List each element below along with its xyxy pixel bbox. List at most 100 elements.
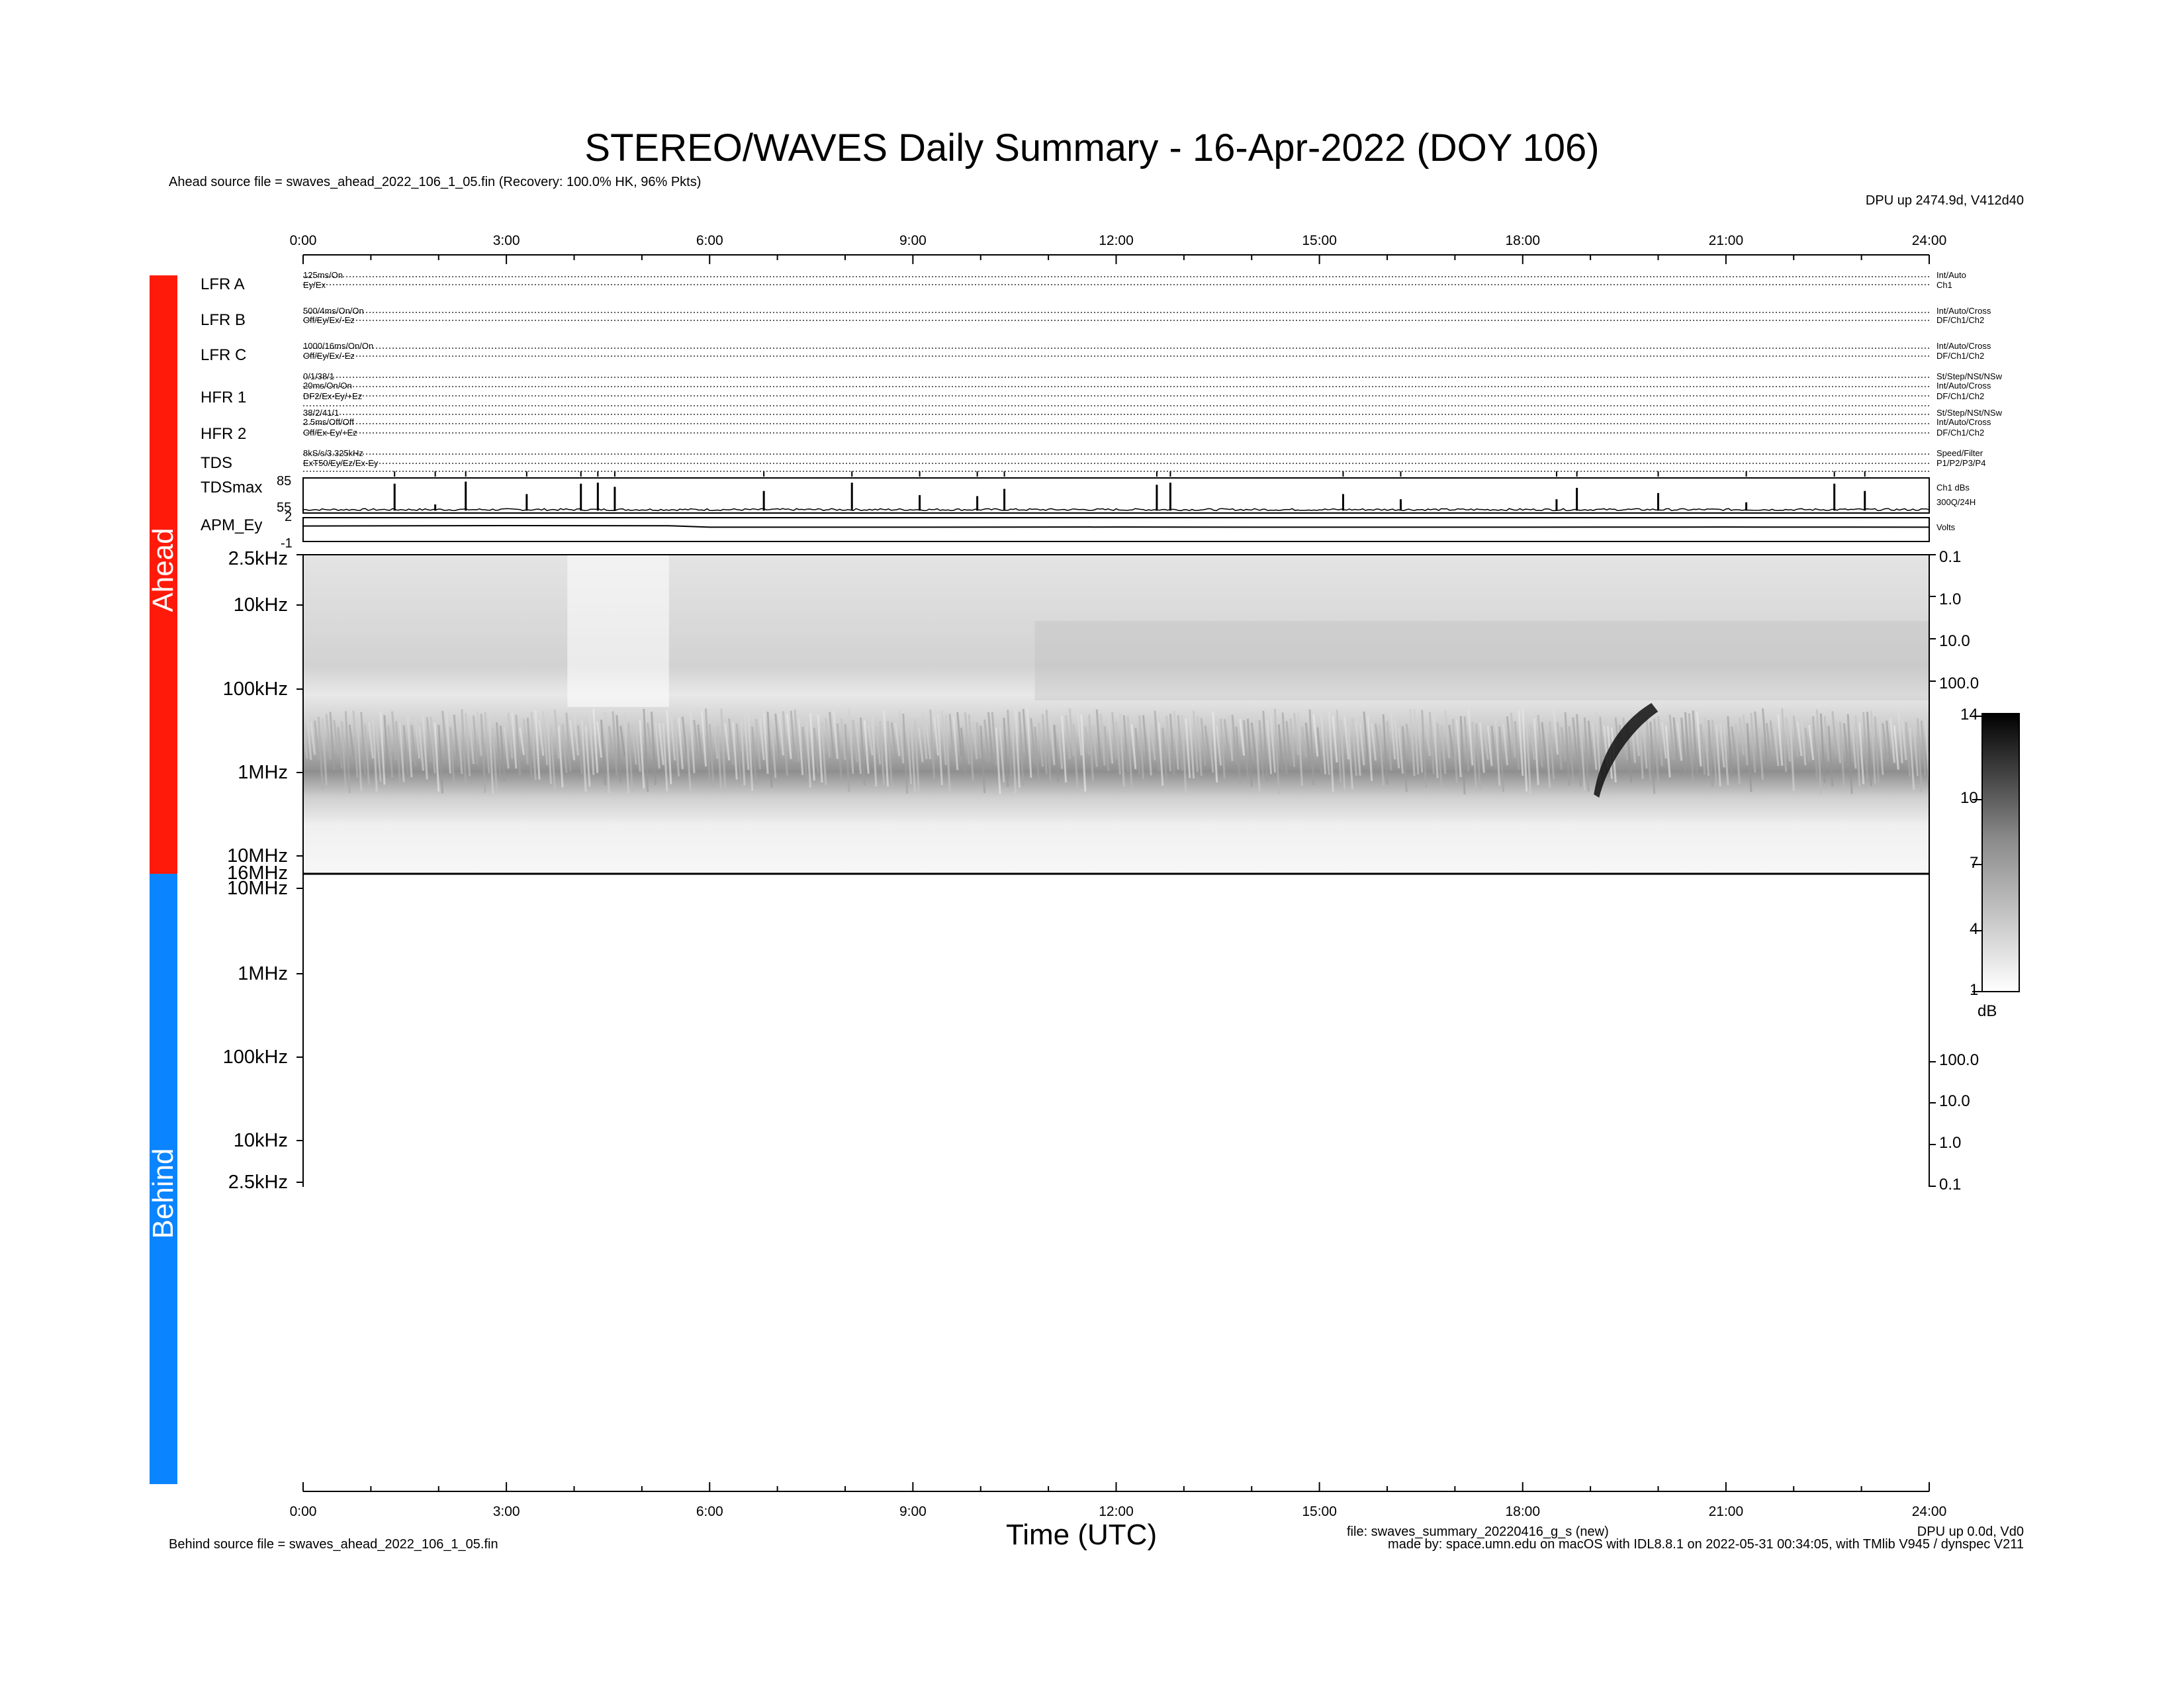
spectrogram-streak: [1901, 718, 1907, 761]
tdsmax-tick-85: 85: [277, 474, 292, 489]
lfr-c-right-2: DF/Ch1/Ch2: [1936, 351, 1985, 361]
spectrogram-streak: [511, 712, 518, 769]
spectrogram-streak: [1169, 714, 1175, 776]
spectrogram-streak: [1788, 710, 1795, 791]
spectrogram-streak: [770, 722, 777, 778]
spectrogram-streak: [1297, 712, 1303, 786]
spectrogram-streak: [1300, 726, 1307, 757]
spectrogram-streak: [352, 710, 359, 778]
hfr-1-setting-3: DF2/Ex-Ey/+Ez: [303, 391, 363, 401]
spectrogram-streak: [1173, 710, 1179, 770]
spectrogram-streak: [1587, 720, 1594, 767]
spectrogram-streak: [1231, 714, 1238, 764]
spectrogram-streak: [898, 710, 905, 764]
spectrogram-streak: [1312, 714, 1319, 757]
spectrogram-streak: [1386, 721, 1392, 771]
spectrogram-streak: [1704, 718, 1710, 776]
spectrogram-streak: [1781, 708, 1788, 773]
spectrogram-streak: [329, 712, 336, 771]
spectrogram-streak: [774, 714, 781, 762]
spectrogram-streak: [697, 724, 704, 765]
ahead-freq-10mhz: 10MHz: [227, 845, 288, 867]
spectrogram-streak: [1436, 723, 1443, 786]
spectrogram-streak: [1332, 716, 1338, 763]
bottom-time-tick-label: 6:00: [696, 1504, 723, 1519]
spectrogram-streak: [1266, 720, 1273, 774]
spectrogram-streak: [1401, 726, 1408, 792]
hfr-2-setting-2: 2.5ms/Off/Off: [303, 417, 354, 427]
spectrogram-streak: [902, 714, 909, 794]
spectrogram-streak: [1177, 715, 1183, 771]
tds-setting-1: 8kS/s/3.325kHz: [303, 448, 364, 458]
spectrogram-streak: [1556, 722, 1563, 770]
spectrogram-streak: [1862, 712, 1869, 779]
spectrogram-streak: [1672, 717, 1679, 763]
spectrogram-streak: [936, 714, 943, 786]
spectrogram-streak: [344, 711, 351, 794]
spectrogram-streak: [1580, 724, 1586, 791]
spectrogram-streak: [1572, 717, 1578, 762]
spectrogram-streak: [821, 722, 827, 785]
spectrogram-streak: [542, 711, 549, 765]
spectrogram-streak: [1785, 717, 1792, 762]
spectrogram-quiet-region: [567, 555, 669, 707]
spectrogram-streak: [1661, 722, 1667, 759]
behind-right-100-0: 100.0: [1939, 1051, 1979, 1069]
spectrogram-streak: [1549, 721, 1555, 780]
spectrogram-streak: [1355, 721, 1361, 776]
lfr-a-setting-1: 125ms/On: [303, 270, 343, 280]
spectrogram-streak: [658, 723, 664, 765]
spectrogram-streak: [1641, 716, 1648, 769]
spectrogram-streak: [1014, 708, 1021, 788]
spectrogram-streak: [647, 723, 653, 759]
tdsmax-baseline-line: [302, 508, 1930, 512]
spectrogram-streak: [314, 720, 320, 760]
spectrogram-streak: [825, 718, 831, 758]
spectrogram-streak: [1819, 713, 1826, 783]
hfr-2-right-1: St/Step/NSt/NSw: [1936, 408, 2002, 418]
bottom-time-tick-label: 21:00: [1708, 1504, 1744, 1519]
made-by-label: made by: space.umn.edu on macOS with IDL…: [1388, 1537, 2024, 1552]
spectrogram-streak: [1428, 712, 1435, 774]
spectrogram-streak: [674, 719, 680, 777]
spectrogram-streak: [1583, 717, 1590, 792]
spectrogram-streak: [766, 711, 773, 788]
hfr-2-right-3: DF/Ch1/Ch2: [1936, 428, 1985, 438]
spectrogram-streak: [418, 726, 424, 771]
spectrogram-streak: [1227, 715, 1234, 761]
spectrogram-streak: [944, 714, 951, 792]
spectrogram-streak: [1711, 720, 1717, 786]
spectrogram-streak: [1905, 722, 1911, 777]
lfr-b-setting-1: 500/4ms/On/On: [303, 306, 364, 316]
panel-label-lfr-b: LFR B: [201, 311, 246, 329]
spectrogram-streak: [1490, 726, 1497, 770]
spectrogram-streak: [886, 721, 893, 784]
spectrogram-streak: [580, 720, 587, 792]
spectrogram-streak: [1882, 723, 1888, 763]
spectrogram-streak: [573, 715, 579, 756]
hfr-1-right-3: DF/Ch1/Ch2: [1936, 391, 1985, 401]
spectrogram-streak: [1723, 724, 1729, 785]
spectrogram-streak: [1537, 714, 1543, 768]
spectrogram-streak: [472, 716, 478, 765]
lfr-a-right-2: Ch1: [1936, 280, 1952, 290]
spectrogram-streak: [1664, 725, 1671, 778]
spectrogram-streak: [1486, 725, 1493, 767]
spectrogram-streak: [1843, 723, 1849, 767]
dpu-behind-label: DPU up 0.0d, Vd0: [1917, 1524, 2024, 1539]
spectrogram-streak: [1003, 718, 1009, 788]
spectrogram-streak: [1316, 727, 1323, 774]
spectrogram-streak: [1645, 716, 1652, 782]
spectrogram-streak: [906, 720, 913, 784]
bottom-time-tick-label: 24:00: [1911, 1504, 1947, 1519]
spectrogram-streak: [1223, 719, 1230, 759]
panel-label-tds: TDS: [201, 454, 232, 472]
spectrogram-streak: [1277, 724, 1284, 776]
spectrogram-streak: [1161, 727, 1168, 780]
spectrogram-streak: [546, 710, 553, 784]
spectrogram-streak: [1777, 714, 1784, 766]
spectrogram-streak: [306, 711, 312, 761]
spectrogram-streak: [724, 723, 731, 761]
spectrogram-streak: [1564, 712, 1570, 786]
spectrogram-streak: [1216, 725, 1222, 766]
